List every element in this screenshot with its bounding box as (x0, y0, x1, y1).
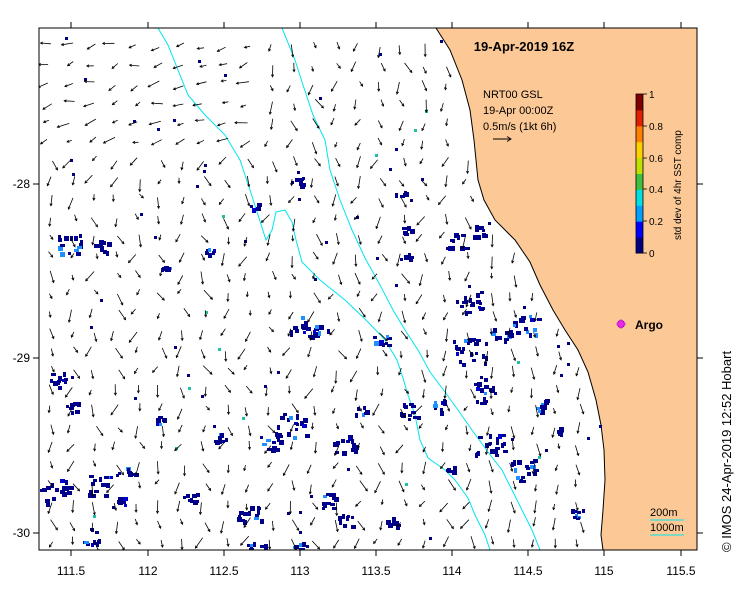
x-tick-label: 113 (290, 564, 309, 578)
current-time-label: 19-Apr 00:00Z (483, 105, 554, 117)
colorbar-tick: 0.2 (649, 217, 663, 228)
argo-float-icon (616, 319, 626, 329)
isobath-legend-1000m: 1000m (650, 522, 684, 534)
x-tick-label: 115 (594, 564, 613, 578)
x-tick-label: 115.5 (666, 564, 695, 578)
y-tick-label: -29 (13, 351, 31, 365)
x-tick-label: 114 (442, 564, 461, 578)
x-tick-label: 111.5 (57, 564, 86, 578)
colorbar-tick: 0.8 (649, 122, 663, 133)
x-tick-label: 112.5 (209, 564, 238, 578)
colorbar: 0 0.2 0.4 0.6 0.8 1 std dev of 4hr SST c… (635, 90, 684, 260)
colorbar-tick: 0 (649, 249, 655, 260)
current-scale-label: 0.5m/s (1kt 6h) (483, 121, 556, 133)
argo-label: Argo (635, 318, 663, 332)
map-title: 19-Apr-2019 16Z (474, 39, 574, 54)
land-mass (435, 28, 697, 550)
x-tick-label: 114.5 (513, 564, 542, 578)
colorbar-tick: 0.4 (649, 185, 663, 196)
x-tick-label: 113.5 (361, 564, 390, 578)
x-axis-ticks (70, 22, 682, 556)
y-tick-label: -28 (13, 177, 31, 191)
colorbar-label: std dev of 4hr SST comp (673, 130, 684, 240)
isobath-legend-200m: 200m (650, 507, 678, 519)
imos-credit: © IMOS 24-Apr-2019 12:52 Hobart (719, 351, 734, 552)
x-tick-label: 112 (138, 564, 157, 578)
current-source-label: NRT00 GSL (483, 89, 543, 101)
plot-frame (38, 27, 698, 551)
y-tick-label: -30 (13, 526, 31, 540)
colorbar-tick: 1 (649, 90, 655, 101)
scale-arrow-icon (493, 136, 512, 142)
y-axis-ticks (33, 183, 703, 534)
isobath-200m (281, 28, 541, 550)
colorbar-tick: 0.6 (649, 154, 663, 165)
current-arrows (39, 41, 585, 550)
